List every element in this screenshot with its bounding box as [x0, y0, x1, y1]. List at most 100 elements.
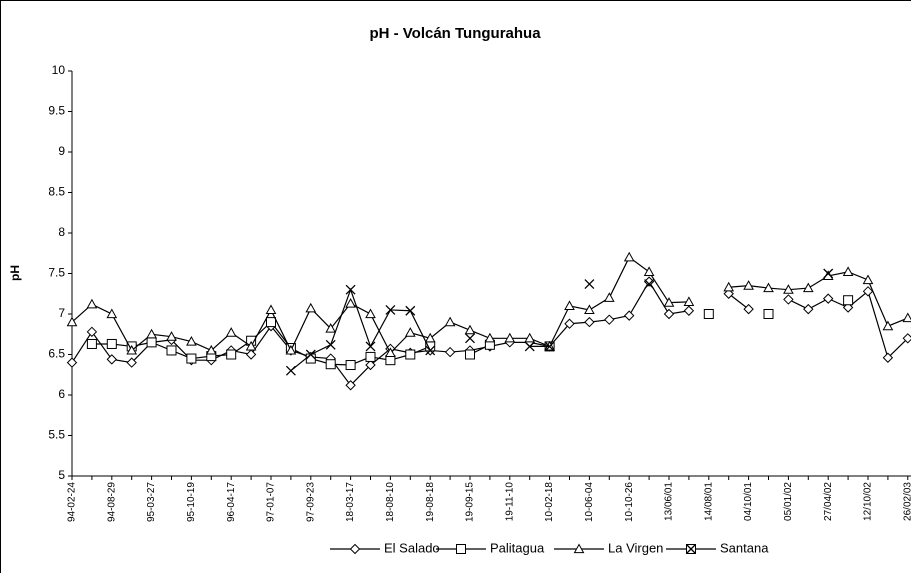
marker: [803, 303, 814, 315]
marker: [404, 327, 416, 337]
x-tick-label: 95-03-27: [146, 482, 157, 522]
legend-label: Palitagua: [490, 540, 545, 555]
legend-label: La Virgen: [608, 540, 663, 555]
legend-label: Santana: [720, 540, 769, 555]
marker: [385, 304, 396, 315]
marker: [882, 320, 894, 331]
marker: [345, 297, 356, 308]
y-axis-label: pH: [8, 265, 22, 281]
marker: [544, 341, 555, 352]
marker: [882, 352, 894, 363]
y-tick-label: 8.5: [48, 185, 65, 199]
marker: [465, 333, 475, 344]
marker: [444, 316, 456, 327]
x-tick-label: 05/01/02: [783, 482, 794, 521]
marker: [862, 274, 874, 285]
y-tick-label: 5.5: [48, 428, 65, 442]
marker: [723, 281, 735, 292]
y-tick-label: 10: [52, 63, 66, 77]
marker: [245, 349, 257, 360]
series-line: [290, 287, 431, 372]
marker: [266, 317, 276, 328]
marker: [106, 354, 118, 365]
marker: [823, 268, 834, 279]
x-tick-label: 19-11-10: [504, 482, 515, 522]
marker: [862, 286, 874, 297]
marker: [405, 349, 416, 360]
marker: [365, 351, 376, 362]
marker: [603, 292, 615, 302]
marker: [763, 309, 774, 319]
marker: [186, 353, 197, 364]
marker: [385, 347, 396, 357]
marker: [743, 280, 754, 290]
marker: [703, 309, 714, 319]
x-tick-label: 12/10/02: [863, 482, 874, 521]
marker: [643, 266, 655, 276]
x-tick-label: 10-10-26: [624, 482, 635, 522]
marker: [683, 305, 695, 316]
marker: [564, 300, 575, 310]
marker: [464, 324, 476, 335]
marker: [683, 296, 695, 306]
marker: [424, 332, 436, 343]
marker: [265, 304, 277, 315]
marker: [205, 344, 217, 355]
marker: [86, 326, 98, 338]
marker: [524, 332, 536, 343]
y-tick-label: 6: [58, 387, 65, 401]
x-tick-label: 27/04/02: [823, 482, 834, 521]
marker: [345, 360, 356, 371]
marker: [405, 305, 416, 316]
x-tick-label: 10-06-04: [584, 482, 595, 522]
marker: [743, 303, 754, 315]
marker: [226, 349, 237, 360]
marker: [842, 266, 854, 276]
marker: [305, 349, 316, 360]
x-tick-label: 19-09-15: [465, 482, 476, 522]
marker: [146, 328, 157, 339]
marker: [663, 308, 675, 320]
marker: [365, 359, 376, 371]
x-tick-label: 26/02/03: [902, 482, 911, 521]
marker: [663, 297, 675, 307]
marker: [456, 544, 466, 554]
marker: [66, 357, 78, 368]
y-tick-label: 7: [58, 306, 65, 320]
marker: [763, 282, 774, 293]
marker: [349, 543, 361, 555]
marker: [643, 276, 655, 287]
y-tick-label: 5: [58, 468, 65, 482]
marker: [166, 331, 177, 341]
chart-title: pH - Volcán Tungurahua: [369, 25, 541, 42]
marker: [686, 544, 696, 554]
marker: [345, 284, 356, 295]
marker: [166, 345, 177, 356]
marker: [623, 310, 635, 321]
marker: [644, 279, 655, 289]
y-tick-label: 8: [58, 225, 65, 239]
marker: [723, 288, 734, 299]
marker: [325, 339, 336, 350]
marker: [584, 316, 595, 328]
marker: [146, 337, 157, 348]
x-tick-label: 95-10-19: [186, 482, 197, 522]
marker: [623, 251, 635, 262]
marker: [425, 345, 436, 356]
marker: [66, 316, 78, 327]
x-tick-label: 18-08-10: [385, 482, 396, 522]
marker: [783, 294, 794, 305]
marker: [573, 543, 585, 554]
x-tick-label: 96-04-17: [226, 482, 237, 522]
marker: [802, 282, 814, 293]
marker: [106, 338, 117, 349]
x-tick-label: 10-02-18: [544, 482, 555, 522]
series-line: [728, 271, 909, 327]
marker: [285, 365, 296, 376]
marker: [504, 332, 516, 343]
y-tick-label: 6.5: [48, 347, 65, 361]
marker: [843, 295, 854, 306]
marker: [345, 380, 356, 391]
x-tick-label: 04/10/01: [743, 482, 754, 521]
